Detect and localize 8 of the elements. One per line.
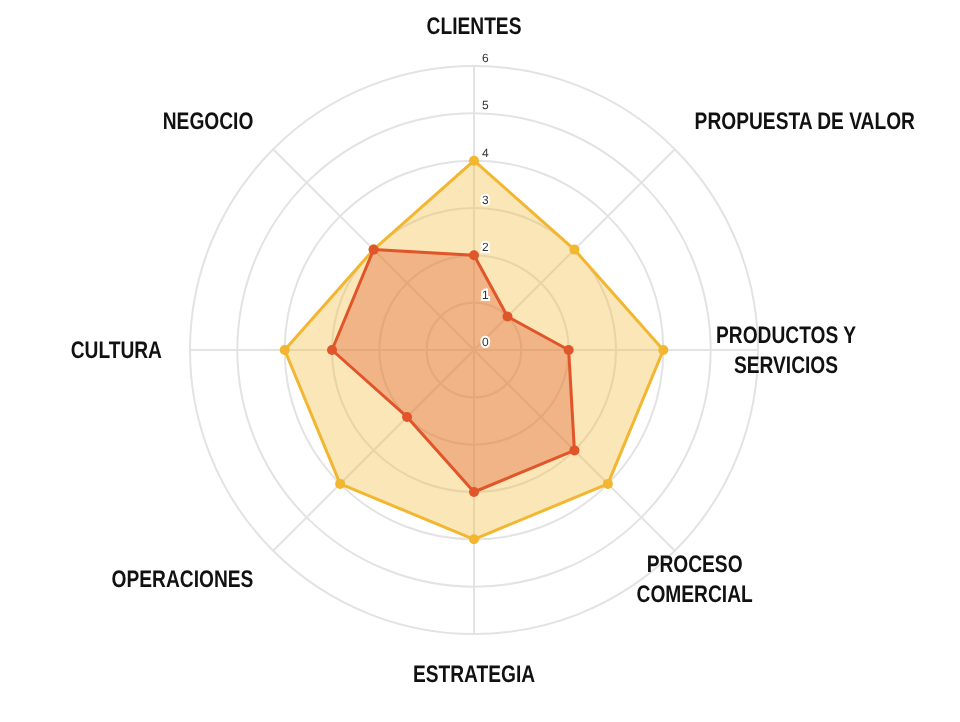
spoke-label: PROPUESTA DE VALOR <box>694 109 916 136</box>
spoke-label: NEGOCIO <box>162 109 254 136</box>
spoke-label: OPERACIONES <box>111 567 254 594</box>
spoke-label: CULTURA <box>70 338 163 365</box>
spoke-label: PROCESO COMERCIAL <box>636 552 754 609</box>
spoke-label: ESTRATEGIA <box>412 662 536 689</box>
spoke-label: PRODUCTOS Y SERVICIOS <box>715 323 858 380</box>
spoke-label: CLIENTES <box>426 14 522 41</box>
